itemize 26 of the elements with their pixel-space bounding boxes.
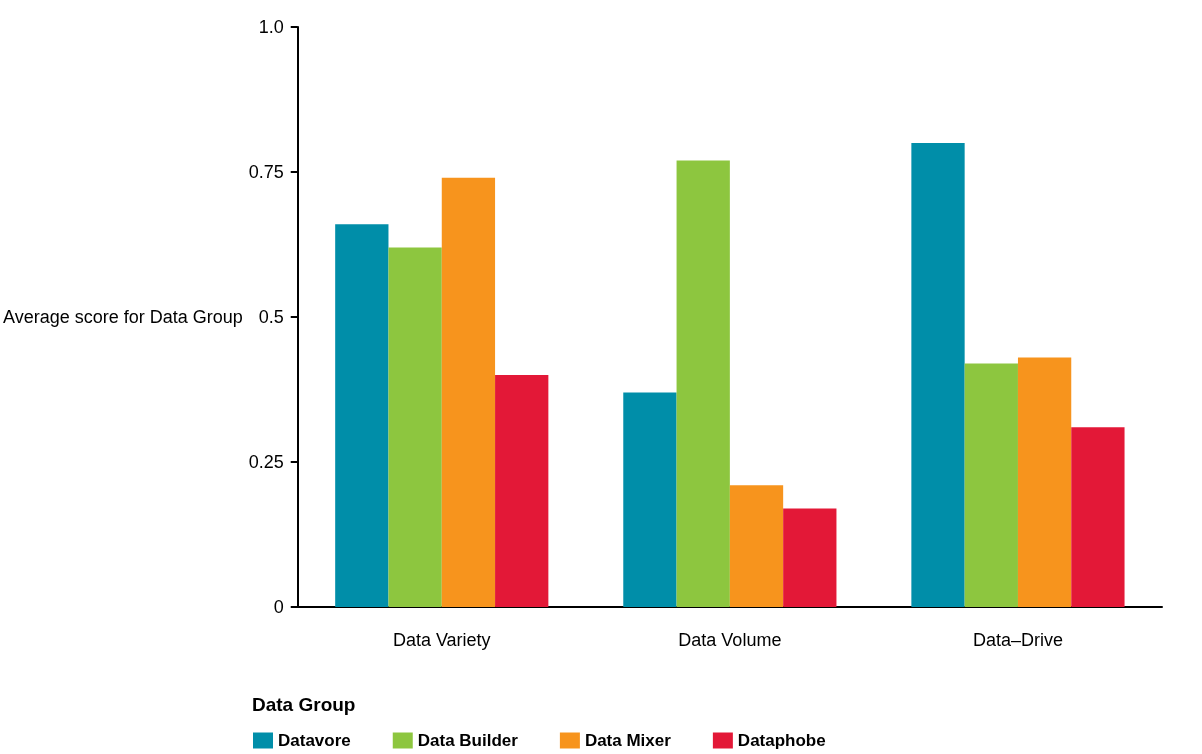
bar	[783, 508, 837, 607]
legend-title: Data Group	[252, 694, 356, 715]
y-tick-label: 1.0	[258, 17, 284, 37]
bar	[676, 160, 730, 607]
bar	[729, 485, 784, 607]
y-axis-title: Average score for Data Group	[3, 307, 243, 327]
legend-label: Datavore	[278, 731, 351, 750]
y-tick-label: 0	[273, 597, 284, 617]
y-tick-label: 0.75	[248, 162, 284, 182]
x-tick-label: Data Variety	[392, 630, 491, 650]
legend-label: Data Builder	[417, 731, 519, 750]
bar	[1017, 357, 1072, 607]
bar	[388, 247, 442, 607]
bar	[335, 224, 389, 607]
legend-label: Data Mixer	[584, 731, 672, 750]
bar	[1071, 427, 1125, 607]
bar	[623, 392, 677, 607]
x-tick-label: Data Volume	[678, 630, 782, 650]
bar	[964, 363, 1018, 607]
x-tick-label: Data–Drive	[972, 630, 1063, 650]
y-tick-label: 0.25	[248, 452, 284, 472]
bar	[495, 375, 549, 607]
bar	[441, 177, 496, 607]
bar	[911, 143, 965, 607]
legend-label: Dataphobe	[737, 731, 826, 750]
y-tick-label: 0.5	[258, 307, 284, 327]
